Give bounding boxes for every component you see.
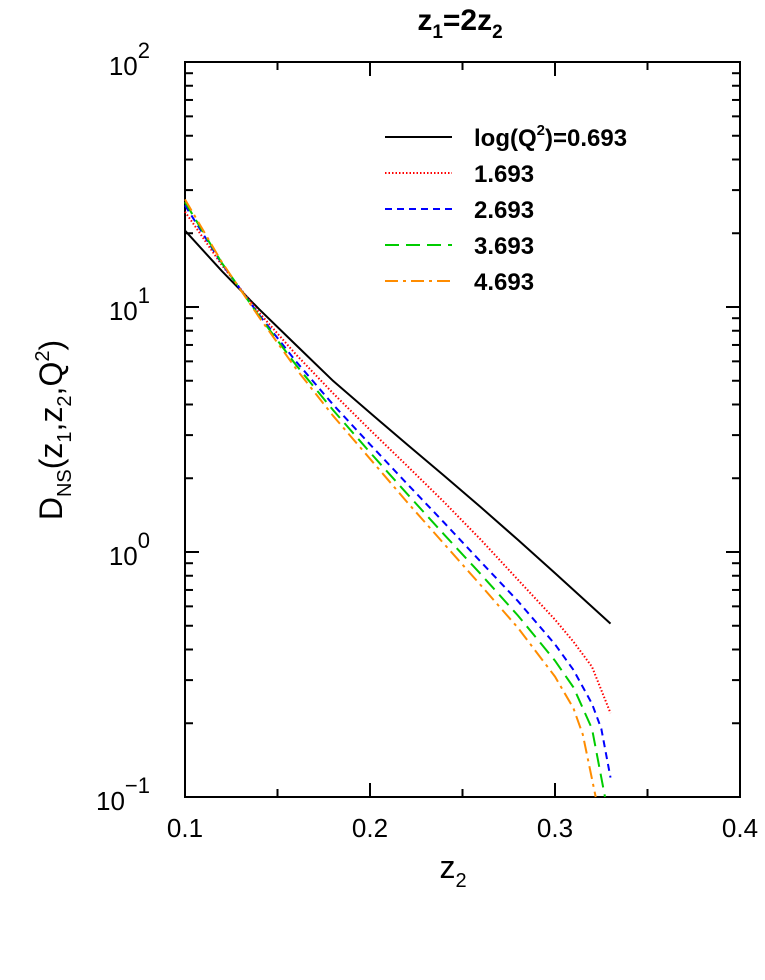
y-tick-label: 102 <box>109 38 150 81</box>
legend-label-1: 1.693 <box>474 161 534 188</box>
series-line-1 <box>184 211 612 714</box>
ylabel-mid: ,z <box>33 407 69 432</box>
legend-label-3: 3.693 <box>474 233 534 260</box>
y-axis-label: DNS(z1,z2,Q2) <box>32 340 76 520</box>
title-z: z <box>417 4 432 37</box>
title-sub2: 2 <box>492 22 503 43</box>
plot-frame <box>184 61 741 798</box>
ylabel-sup: 2 <box>32 351 54 362</box>
axis-ticks <box>184 61 741 798</box>
x-tick-label: 0.1 <box>167 813 203 843</box>
x-tick-label: 0.3 <box>537 813 573 843</box>
y-tick-label: 10−1 <box>96 773 150 816</box>
y-tick-label: 101 <box>109 283 150 326</box>
series-line-2 <box>184 204 612 778</box>
y-tick-label: 100 <box>109 528 150 571</box>
legend-label-4: 4.693 <box>474 269 534 296</box>
series-line-3 <box>184 201 606 798</box>
xlabel-z: z <box>439 849 455 885</box>
ylabel-open: (z <box>33 443 69 470</box>
title-sub1: 1 <box>432 22 443 43</box>
series-layer <box>184 198 612 798</box>
ylabel-d: D <box>33 497 69 520</box>
xlabel-sub: 2 <box>455 870 466 892</box>
legend: log(Q2)=0.693 1.693 2.693 3.693 4.693 <box>385 122 627 296</box>
ylabel-q: ,Q <box>33 362 69 396</box>
legend-label-2: 2.693 <box>474 197 534 224</box>
x-tick-labels: 0.1 0.2 0.3 0.4 <box>167 813 758 843</box>
ylabel-ns: NS <box>54 469 76 497</box>
legend-label-0: log(Q2)=0.693 <box>474 122 627 152</box>
ylabel-sub2: 2 <box>54 395 76 406</box>
y-tick-labels: 10−1 100 101 102 <box>96 38 150 816</box>
ylabel-sub1: 1 <box>54 431 76 442</box>
x-tick-label: 0.2 <box>352 813 388 843</box>
title-eq: =2z <box>443 4 492 37</box>
chart-title: z1=2z2 <box>417 4 502 43</box>
series-line-0 <box>184 229 612 625</box>
series-line-4 <box>184 198 597 798</box>
x-axis-label: z2 <box>439 849 466 892</box>
ylabel-close: ) <box>33 340 69 351</box>
x-tick-label: 0.4 <box>722 813 758 843</box>
